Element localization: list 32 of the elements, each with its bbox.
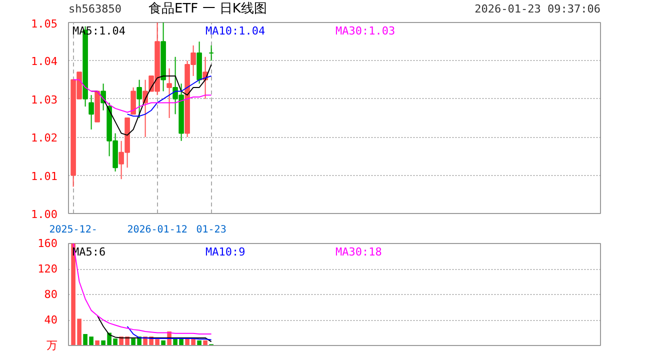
bar [95, 340, 100, 346]
text: MA30:18 [336, 246, 382, 258]
y-tick-label: 1.02 [31, 132, 58, 145]
candlestick [166, 68, 172, 118]
line-series [126, 326, 212, 340]
line-series [72, 79, 212, 113]
x-tick-label: 2025-12- [49, 224, 98, 236]
text: MA10:9 [206, 246, 246, 258]
y-tick-label: 40 [44, 314, 58, 326]
y-tick-label: 80 [44, 288, 58, 301]
chart-title: 食品ETF 一 日K线图 [148, 2, 267, 16]
line-series [96, 315, 212, 342]
text: MA10:1.04 [206, 24, 266, 38]
x-tick-label: 01-23 [196, 224, 226, 236]
bar [203, 340, 208, 346]
bar [161, 340, 166, 346]
bar [197, 340, 202, 346]
candlestick [130, 86, 136, 115]
y-tick-label: 160 [38, 237, 58, 250]
x-tick-label: 2026-01-12 [127, 224, 188, 236]
y-tick-label: 1.01 [31, 170, 58, 183]
candlestick [88, 94, 94, 130]
y-tick-label: 万 [46, 339, 58, 352]
y-tick-label: 1.00 [31, 208, 58, 221]
y-tick-label: 120 [38, 262, 58, 276]
chart-subtitle: sh563850 [68, 2, 122, 16]
y-tick-label: 1.03 [31, 93, 58, 106]
y-tick-label: 1.05 [31, 18, 58, 30]
candlestick [136, 79, 142, 118]
y-tick-label: 1.04 [31, 55, 58, 68]
text: 2026-01-23 09:37:06 [474, 2, 601, 16]
text: MA30:1.03 [336, 24, 396, 38]
